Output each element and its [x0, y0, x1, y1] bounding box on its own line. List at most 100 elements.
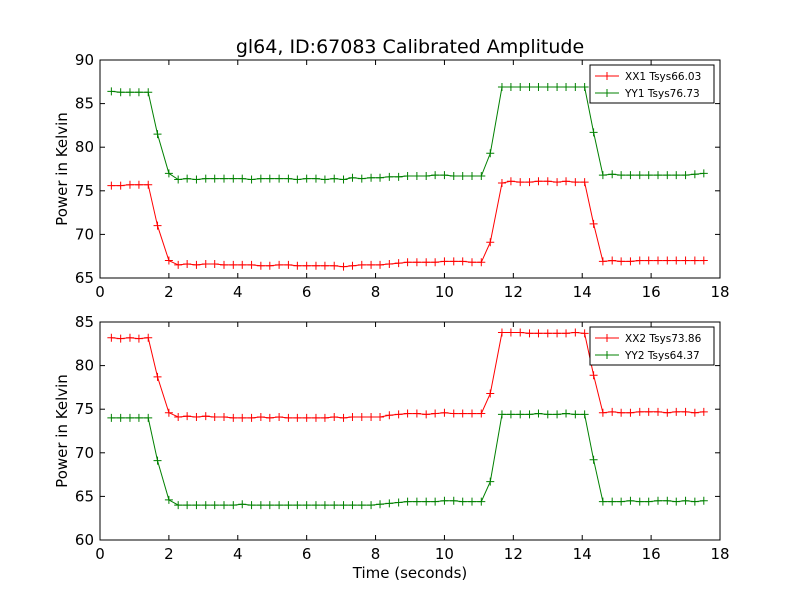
data-point	[516, 178, 525, 187]
data-point	[302, 261, 311, 270]
data-point	[238, 174, 247, 183]
data-point	[663, 496, 672, 505]
data-point	[330, 261, 339, 270]
y-tick-label: 70	[75, 444, 94, 462]
data-point	[153, 456, 162, 465]
data-point	[394, 172, 403, 181]
data-point	[525, 329, 534, 338]
legend-entry: XX1 Tsys66.03	[625, 71, 701, 83]
data-point	[486, 389, 495, 398]
data-point	[293, 261, 302, 270]
data-point	[275, 260, 284, 269]
data-point	[543, 410, 552, 419]
data-point	[486, 149, 495, 158]
y-tick-label: 90	[75, 51, 94, 69]
data-point	[672, 171, 681, 180]
data-point	[431, 497, 440, 506]
data-point	[164, 256, 173, 265]
data-point	[302, 501, 311, 510]
plot-panel-1: 0 2 4 6 8 10 12 14 16 18 65 70 75 80 85 90 Power in Kelv…	[53, 51, 730, 301]
data-point	[589, 128, 598, 137]
x-tick-label: 14	[573, 545, 592, 563]
data-point	[201, 501, 210, 510]
data-point	[403, 258, 412, 267]
data-point	[357, 501, 366, 510]
data-point	[589, 371, 598, 380]
data-point	[486, 238, 495, 247]
data-point	[320, 175, 329, 184]
data-point	[144, 333, 153, 342]
data-point	[265, 413, 274, 422]
x-tick-label: 2	[164, 283, 174, 301]
data-point	[589, 455, 598, 464]
data-point	[107, 333, 116, 342]
data-point	[247, 260, 256, 269]
data-point	[589, 219, 598, 228]
data-point	[348, 261, 357, 270]
data-point	[468, 497, 476, 506]
data-point	[256, 174, 265, 183]
data-point	[367, 260, 376, 269]
chart-title: gl64, ID:67083 Calibrated Amplitude	[236, 36, 584, 58]
data-point	[284, 260, 293, 269]
x-tick-label: 2	[164, 545, 174, 563]
data-point	[385, 499, 394, 508]
data-point	[311, 413, 320, 422]
data-point	[134, 88, 143, 97]
series-1	[107, 328, 708, 422]
x-tick-label: 12	[504, 545, 523, 563]
data-point	[516, 83, 525, 92]
legend-entry: XX2 Tsys73.86	[625, 333, 702, 345]
data-point	[174, 413, 183, 422]
data-point	[422, 171, 431, 180]
data-point	[238, 260, 247, 269]
data-point	[320, 413, 329, 422]
data-point	[635, 497, 644, 506]
data-point	[690, 256, 699, 265]
data-point	[458, 497, 467, 506]
data-point	[534, 409, 543, 418]
data-point	[210, 174, 219, 183]
x-tick-label: 6	[302, 283, 312, 301]
data-point	[116, 413, 125, 422]
data-point	[164, 495, 173, 504]
x-tick-label: 10	[435, 283, 454, 301]
x-axis-label: Time (seconds)	[352, 564, 468, 582]
data-point	[468, 258, 476, 267]
data-point	[571, 83, 580, 92]
y-tick-label: 80	[75, 357, 94, 375]
data-point	[220, 260, 228, 269]
data-point	[339, 501, 348, 510]
data-point	[229, 260, 238, 269]
data-point	[562, 329, 571, 338]
x-tick-label: 12	[504, 283, 523, 301]
y-tick-label: 75	[75, 182, 94, 200]
data-point	[525, 410, 534, 419]
data-point	[192, 501, 201, 510]
data-point	[497, 410, 506, 419]
x-tick-label: 18	[710, 545, 729, 563]
legend-swatch-marker	[603, 334, 611, 342]
y-tick-label: 85	[75, 313, 94, 331]
data-point	[422, 258, 431, 267]
data-point	[330, 174, 339, 183]
x-tick-label: 16	[642, 283, 661, 301]
data-point	[543, 83, 552, 92]
data-point	[681, 496, 690, 505]
data-point	[116, 181, 125, 190]
data-point	[348, 413, 357, 422]
data-point	[116, 88, 125, 97]
data-point	[348, 501, 357, 510]
data-point	[174, 260, 183, 269]
data-point	[153, 221, 162, 230]
data-point	[125, 88, 134, 97]
data-point	[644, 497, 653, 506]
data-point	[348, 173, 357, 182]
data-point	[183, 501, 192, 510]
data-point	[672, 256, 681, 265]
data-point	[608, 170, 617, 179]
data-point	[654, 171, 662, 180]
data-point	[284, 413, 293, 422]
data-point	[672, 497, 681, 506]
data-point	[690, 408, 699, 417]
